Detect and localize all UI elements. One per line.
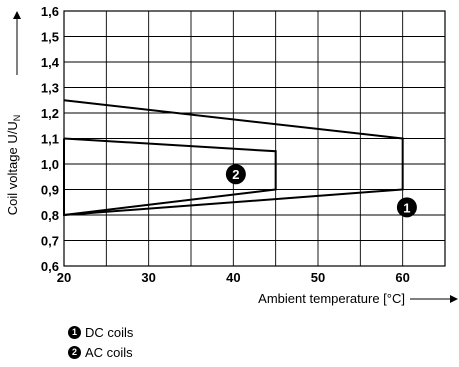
y-tick-label: 0,6 [41,259,59,274]
y-tick-label: 1,5 [41,30,59,45]
series-marker-circle [225,164,246,185]
x-tick-label: 20 [57,270,71,285]
chart: 20 30 40 50 60 0,6 0,7 0,8 0,9 1,0 1,1 1,2 1,3 1,4 1,5… [5,4,458,306]
series-marker-label: 1 [403,200,410,215]
x-axis-title: Ambient temperature [°C] [258,291,405,306]
y-tick-label: 1,6 [41,4,59,19]
series-line-2 [63,137,277,217]
legend-marker-1: 1 [68,325,81,339]
grid-lines [64,11,445,266]
y-tick-label: 0,9 [41,183,59,198]
y-tick-label: 1,4 [41,55,60,70]
series-marker-2: 2 [225,164,246,185]
series-marker-1: 1 [396,197,417,218]
y-tick-label: 0,8 [41,208,59,223]
legend-item-dc: 1 DC coils [68,322,133,342]
tick-labels: 20 30 40 50 60 0,6 0,7 0,8 0,9 1,0 1,1 1,2 1,3 1,4 1,5… [41,4,410,285]
y-tick-label: 0,7 [41,234,59,249]
legend-item-ac: 2 AC coils [68,342,133,362]
y-tick-label: 1,0 [41,157,59,172]
y-axis-title: Coil voltage U/UN [5,115,22,215]
x-tick-label: 40 [226,270,240,285]
x-tick-label: 30 [141,270,155,285]
y-axis-title-subscript: N [12,115,22,122]
legend: 1 DC coils 2 AC coils [68,322,133,362]
x-tick-label: 60 [395,270,409,285]
y-axis-title-main: Coil voltage U/U [5,121,20,215]
series-markers: 12 [225,164,417,218]
legend-label-ac: AC coils [85,344,133,360]
x-tick-label: 50 [311,270,325,285]
y-tick-label: 1,3 [41,81,59,96]
legend-label-dc: DC coils [85,324,134,340]
series-marker-circle [396,197,417,218]
y-tick-label: 1,2 [41,106,59,121]
y-tick-label: 1,1 [41,132,59,147]
series-lines [63,99,404,217]
series-marker-label: 2 [232,167,239,182]
legend-marker-2: 2 [68,345,81,359]
series-line-1 [63,99,404,216]
